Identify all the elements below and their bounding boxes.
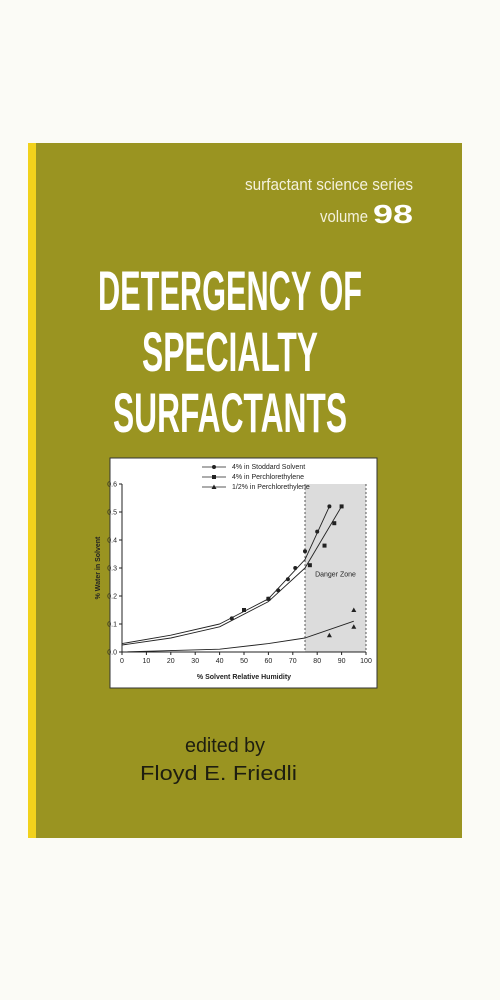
series-name: surfactant science series xyxy=(245,175,413,194)
y-axis-label: % Water in Solvent xyxy=(95,536,102,599)
legend-label: 4% in Stoddard Solvent xyxy=(232,464,305,471)
y-tick-label: 0.6 xyxy=(107,482,117,489)
title-line: DETERGENCY OF xyxy=(98,259,362,322)
x-tick-label: 80 xyxy=(313,658,321,665)
x-tick-label: 0 xyxy=(120,658,124,665)
x-tick-label: 100 xyxy=(360,658,372,665)
spine-strip xyxy=(28,143,36,838)
data-point xyxy=(351,607,357,612)
x-tick-label: 20 xyxy=(167,658,175,665)
data-point xyxy=(242,608,246,612)
y-tick-label: 0.5 xyxy=(107,510,117,517)
x-tick-label: 40 xyxy=(216,658,224,665)
editor: Floyd E. Friedli xyxy=(140,763,297,785)
legend-marker xyxy=(212,465,216,469)
data-point xyxy=(339,504,344,509)
danger-zone-label: Danger Zone xyxy=(315,571,356,578)
y-tick-label: 0.0 xyxy=(107,650,117,657)
data-point xyxy=(326,632,332,638)
data-point xyxy=(293,566,298,570)
legend-marker xyxy=(211,484,217,489)
x-tick-label: 60 xyxy=(265,658,273,665)
y-tick-label: 0.2 xyxy=(107,594,117,601)
x-tick-label: 50 xyxy=(240,658,248,665)
volume-number: 98 xyxy=(373,199,413,229)
chart: Danger Zone 0 10 20 30 40 50 60 70 80 90 100 0.0 0.1 0… xyxy=(95,464,372,681)
fit-curve xyxy=(121,620,354,653)
x-axis-label: % Solvent Relative Humidity xyxy=(197,674,291,681)
title-line: SURFACTANTS xyxy=(113,381,347,444)
edited-by: edited by xyxy=(185,735,265,757)
data-point xyxy=(229,616,234,621)
data-point xyxy=(332,521,337,526)
legend-label: 1/2% in Perchlorethylene xyxy=(232,484,310,491)
y-tick-label: 0.3 xyxy=(107,566,117,573)
data-point xyxy=(266,596,271,601)
data-point xyxy=(351,624,357,629)
data-point xyxy=(322,543,327,548)
data-point xyxy=(315,529,320,534)
data-point xyxy=(303,549,307,554)
legend-label: 4% in Perchlorethylene xyxy=(232,474,304,481)
data-point xyxy=(307,563,312,568)
y-tick-label: 0.1 xyxy=(107,622,117,629)
volume-word: volume xyxy=(320,207,368,226)
fit-curve xyxy=(121,506,342,646)
data-point xyxy=(285,577,290,582)
x-tick-label: 70 xyxy=(289,658,297,665)
x-tick-label: 30 xyxy=(191,658,199,665)
title-line: SPECIALTY xyxy=(142,320,318,383)
danger-zone xyxy=(305,484,366,652)
legend-marker xyxy=(212,475,216,479)
x-tick-label: 10 xyxy=(143,658,151,665)
y-tick-label: 0.4 xyxy=(107,538,117,545)
data-point xyxy=(327,504,332,509)
x-tick-label: 90 xyxy=(338,658,346,665)
